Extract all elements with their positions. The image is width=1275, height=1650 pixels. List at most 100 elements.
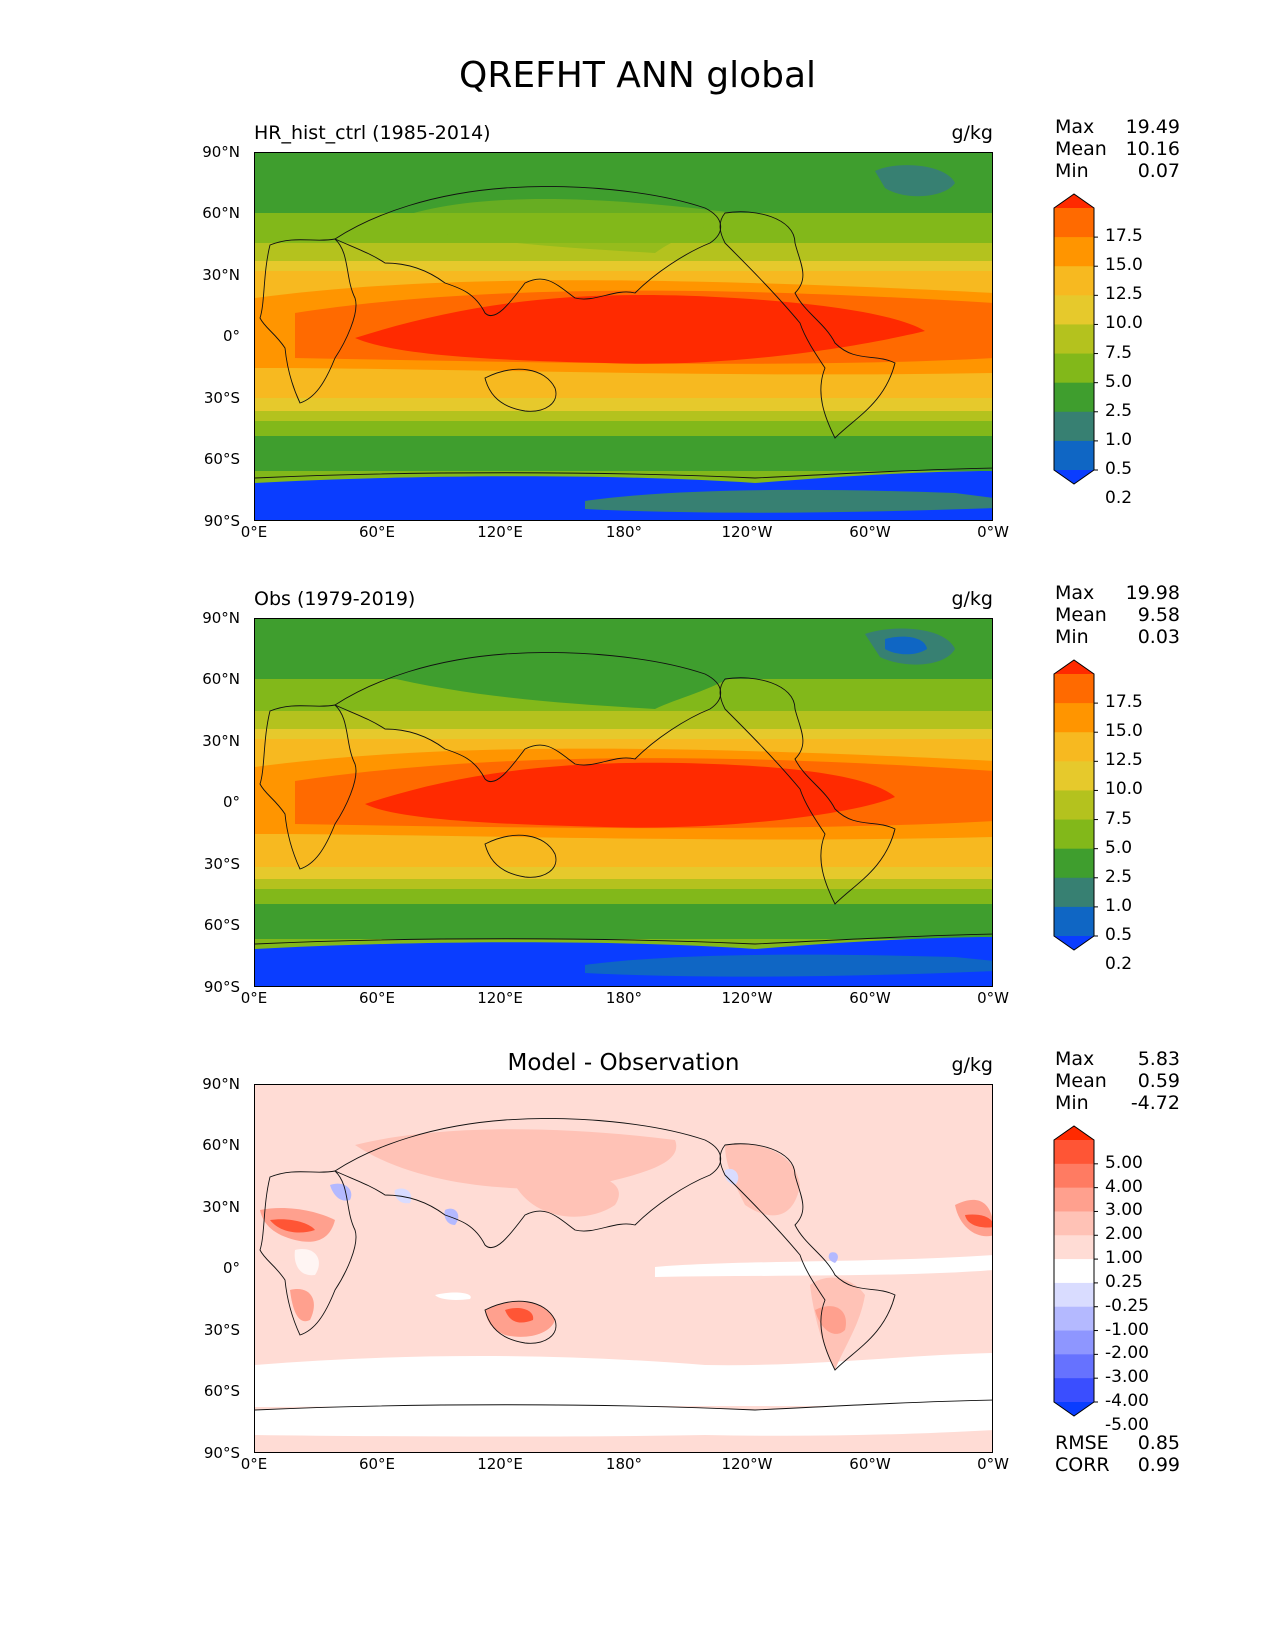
colorbar-label: 0.25 [1105,1271,1143,1292]
stat-label: Min [1055,160,1089,182]
lon-tick: 60°E [358,989,396,1007]
colorbar-swatch [1054,790,1094,821]
colorbar-swatch [1054,1163,1094,1189]
units-label: g/kg [951,1054,993,1076]
colorbar-label: 17.5 [1105,226,1143,247]
colorbar-label: 5.00 [1105,1152,1143,1173]
units-label: g/kg [951,588,993,610]
colorbar-swatch [1054,674,1094,704]
lat-tick: 30°S [203,855,240,873]
colorbar-label: 0.5 [1105,459,1133,479]
map-model [254,152,993,521]
lon-tick: 60°E [358,523,396,541]
colorbar-label: 5.0 [1105,837,1133,858]
lat-tick: 60°S [203,450,240,468]
lon-tick: 60°W [849,523,891,541]
colorbar-swatch [1054,1187,1094,1212]
lon-tick: 180° [605,989,643,1007]
lon-tick: 0°E [240,989,268,1007]
lat-tick: 30°N [202,732,240,750]
colorbar-swatch [1054,877,1094,908]
lat-tick: 30°N [202,1198,240,1216]
lat-tick: 90°S [203,512,240,530]
colorbar-swatch [1054,1282,1094,1308]
colorbar-label: -3.00 [1105,1367,1149,1388]
colorbar-swatch [1054,660,1094,674]
lon-tick: 180° [605,1455,643,1473]
stat-label: Max [1055,116,1095,138]
lat-tick: 90°N [202,143,240,161]
colorbar-label: 2.00 [1105,1224,1143,1245]
colorbar-swatch [1054,761,1094,791]
colorbar-label: 15.0 [1105,721,1143,742]
lon-tick: 120°E [477,523,523,541]
stat-label: Mean [1055,604,1107,626]
panel-title: HR_hist_ctrl (1985-2014) [254,122,491,144]
colorbar [1053,1125,1098,1417]
colorbar-swatch [1054,1211,1094,1236]
colorbar-label: -5.00 [1105,1414,1149,1435]
stats-box: Max 19.98 Mean 9.58 Min 0.03 [1055,582,1180,648]
lon-tick: 60°W [849,1455,891,1473]
colorbar-label: 7.5 [1105,342,1133,363]
lon-tick: 60°E [358,1455,396,1473]
lat-tick: 60°N [202,670,240,688]
colorbar-swatch [1054,411,1094,442]
lon-tick: 120°E [477,989,523,1007]
colorbar-swatch [1054,470,1094,484]
colorbar-label: 2.5 [1105,400,1133,421]
stat-label: Min [1055,1092,1089,1114]
lat-tick: 30°S [203,389,240,407]
colorbar-swatch [1054,324,1094,355]
lat-tick: 0° [222,793,240,811]
lon-tick: 120°E [477,1455,523,1473]
lat-tick: 30°N [202,266,240,284]
stat-value: 9.58 [1137,604,1180,626]
colorbar-label: 10.0 [1105,313,1143,334]
colorbar-label: 17.5 [1105,692,1143,713]
colorbar-label: 10.0 [1105,779,1143,800]
lon-tick: 120°W [721,989,773,1007]
stat-label: CORR [1055,1454,1110,1476]
colorbar-label: -1.00 [1105,1319,1149,1340]
colorbar-label: 1.0 [1105,429,1133,450]
stat-value: 5.83 [1137,1048,1180,1070]
colorbar-swatch [1054,819,1094,850]
colorbar-label: 1.0 [1105,895,1133,916]
lon-tick: 0°E [240,1455,268,1473]
colorbar-label: 0.2 [1105,954,1133,975]
colorbar-label: 5.0 [1105,371,1133,392]
colorbar-label: 4.00 [1105,1176,1143,1197]
lat-tick: 90°S [203,1444,240,1462]
colorbar-swatch [1054,1330,1094,1355]
stats-box: Max 5.83 Mean 0.59 Min -4.72 [1055,1048,1180,1114]
panel-title: Obs (1979-2019) [254,588,416,610]
lat-tick: 0° [222,327,240,345]
stats-box: Max 19.49 Mean 10.16 Min 0.07 [1055,116,1180,182]
colorbar-swatch [1054,703,1094,733]
lon-tick: 120°W [721,1455,773,1473]
colorbar-swatch [1054,295,1094,325]
lon-tick: 60°W [849,989,891,1007]
lat-tick: 60°S [203,916,240,934]
stat-label: Min [1055,626,1089,648]
colorbar-swatch [1054,382,1094,413]
colorbar-swatch [1054,906,1094,937]
colorbar-swatch [1054,1259,1094,1284]
stat-label: Max [1055,582,1095,604]
map-obs [254,618,993,987]
colorbar-swatch [1054,732,1094,762]
colorbar-label: 1.00 [1105,1248,1143,1269]
lat-tick: 90°N [202,1075,240,1093]
colorbar-swatch [1054,1306,1094,1332]
lat-tick: 0° [222,1259,240,1277]
units-label: g/kg [951,122,993,144]
lon-tick: 120°W [721,523,773,541]
stat-value: 19.49 [1125,116,1180,138]
colorbar-swatch [1054,1378,1094,1403]
lon-tick: 0°W [977,1455,1009,1473]
stat-value: 10.16 [1125,138,1180,160]
lat-tick: 60°S [203,1382,240,1400]
figure-title: QREFHT ANN global [458,55,817,96]
colorbar-swatch [1054,1354,1094,1379]
